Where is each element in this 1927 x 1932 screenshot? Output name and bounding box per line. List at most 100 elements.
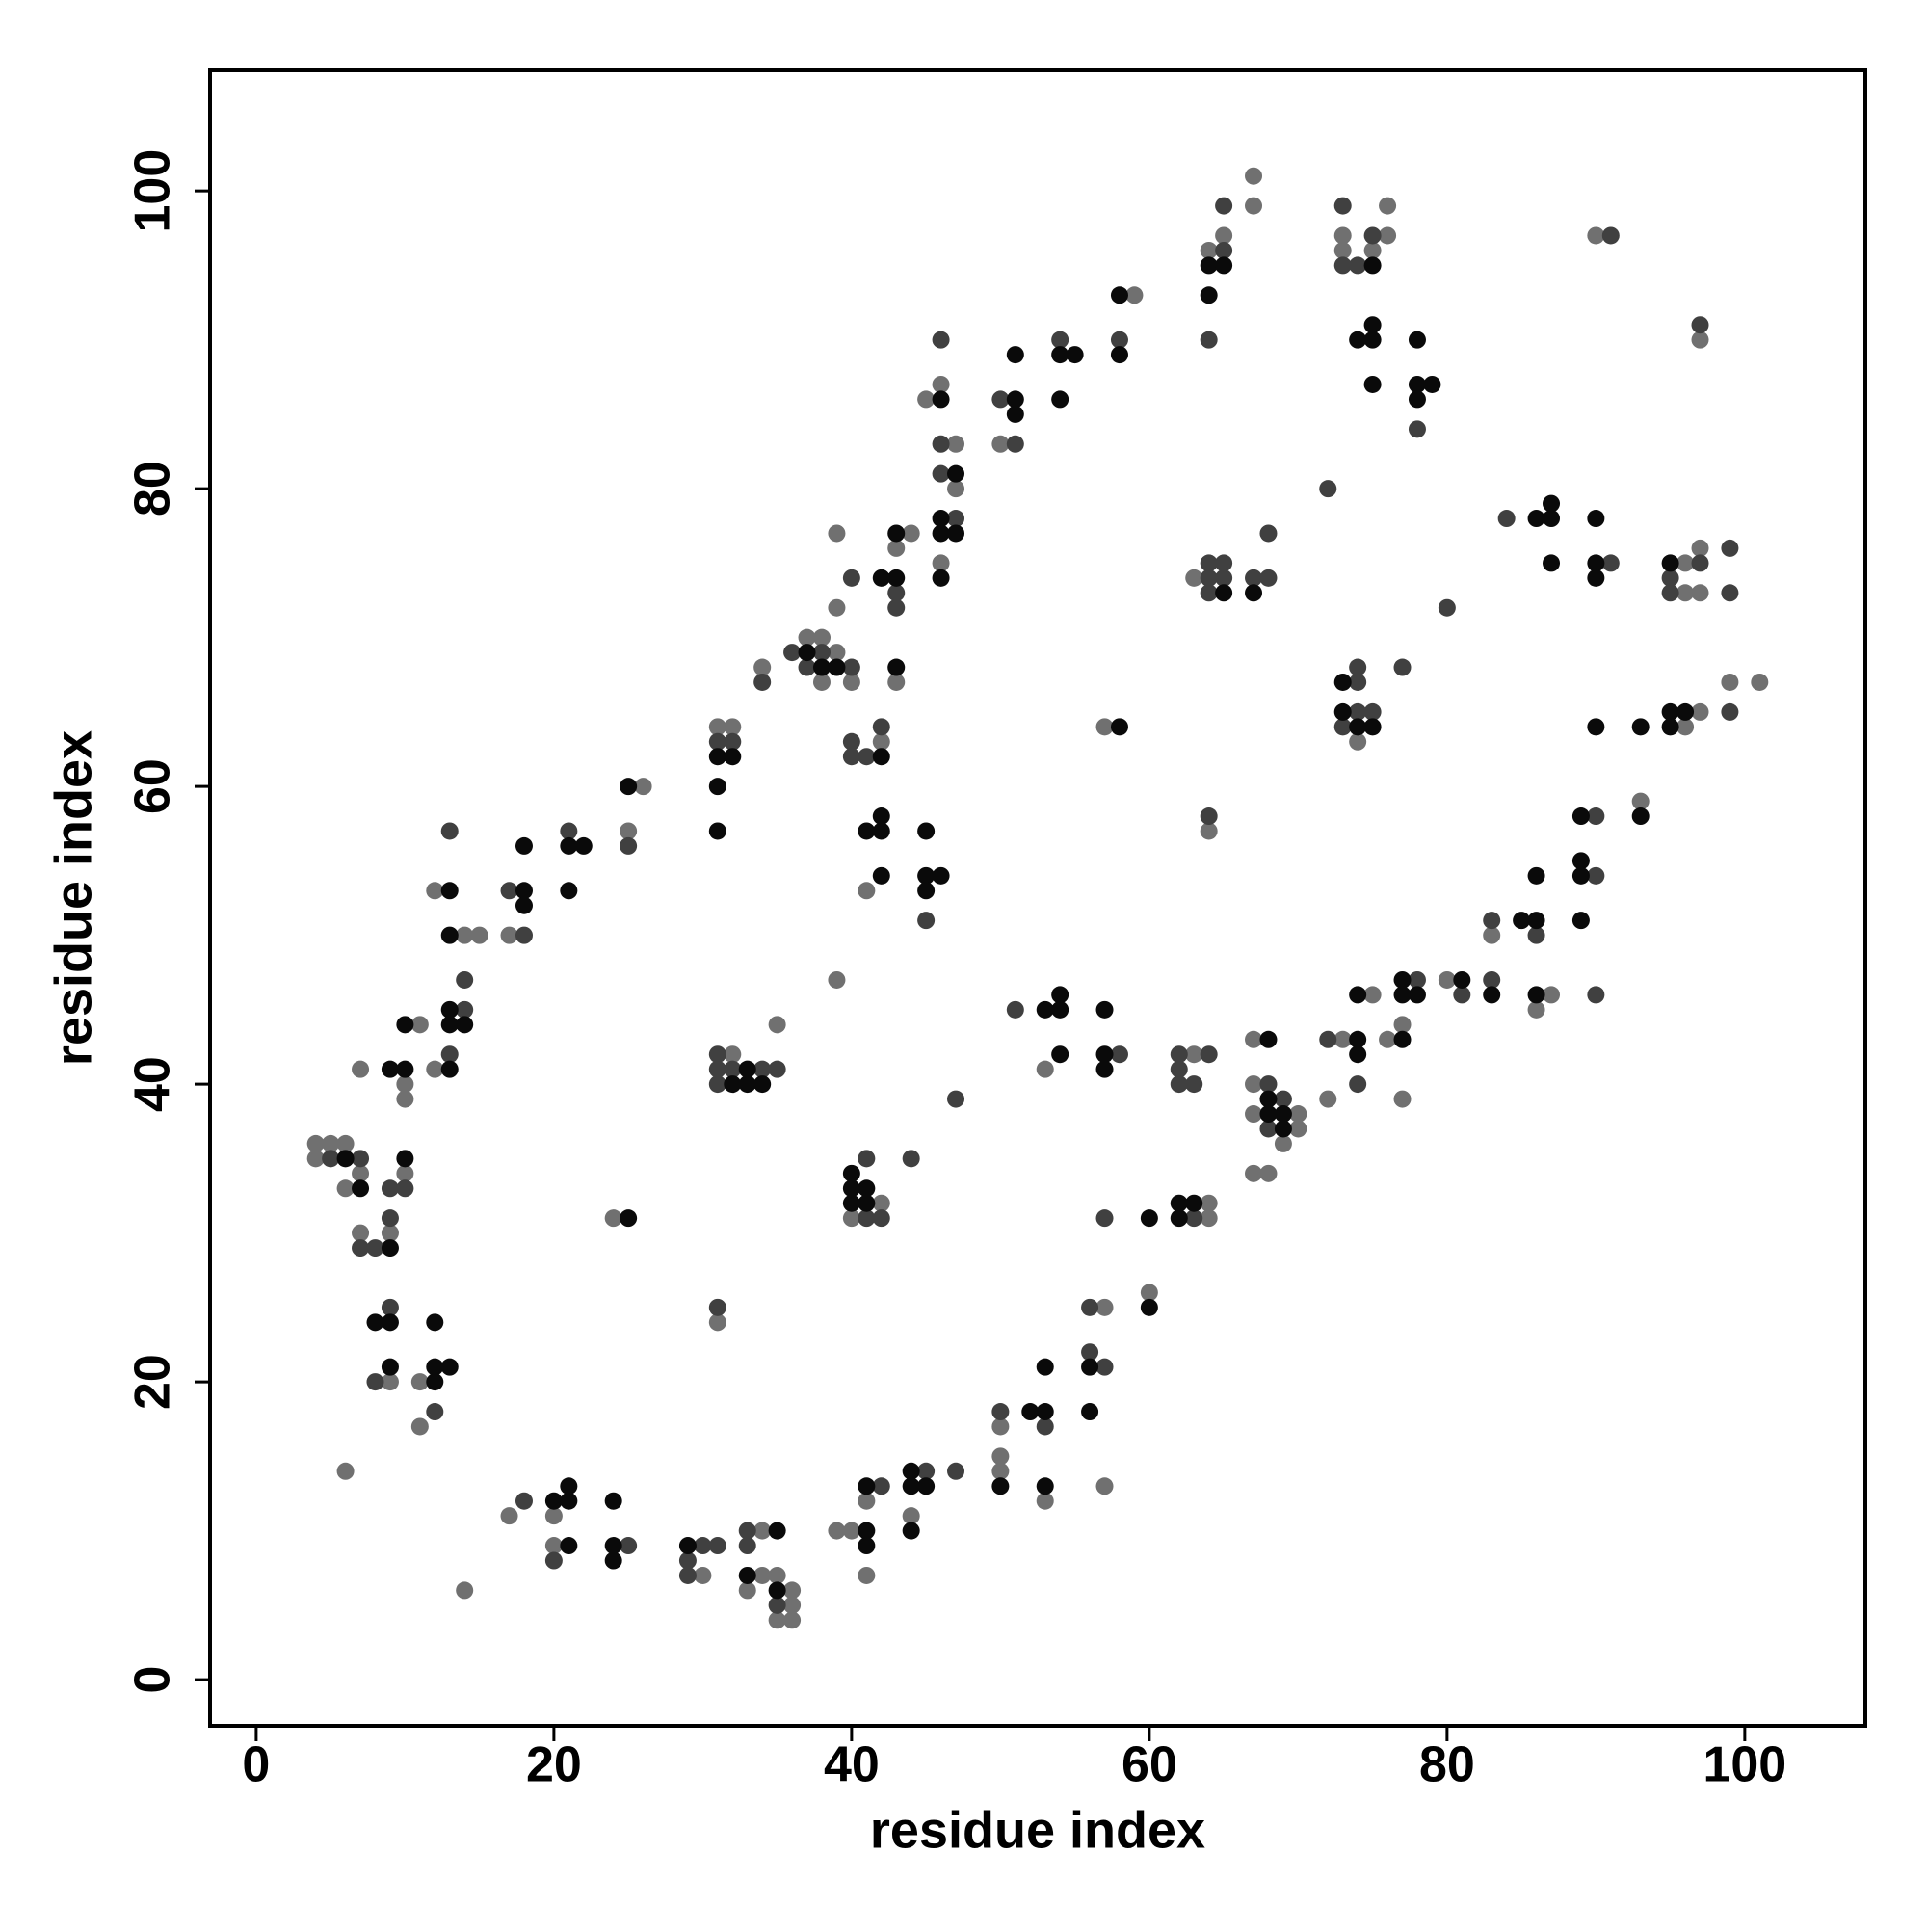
point [560, 822, 578, 840]
point [1333, 1030, 1352, 1048]
x-tick-label: 40 [824, 1737, 880, 1793]
point [322, 1134, 340, 1152]
point [798, 658, 816, 676]
point [396, 1179, 414, 1198]
point [396, 1150, 414, 1168]
point [1587, 554, 1605, 572]
point [1571, 912, 1590, 930]
point [1095, 1209, 1114, 1228]
point [515, 836, 533, 855]
point [1333, 226, 1352, 245]
x-tick-label: 60 [1122, 1737, 1177, 1793]
point [1453, 986, 1471, 1004]
point [724, 748, 742, 766]
point [1349, 673, 1367, 691]
point [1661, 718, 1679, 736]
point [1497, 510, 1516, 528]
point [1259, 524, 1278, 543]
point [410, 1016, 429, 1034]
point [306, 1150, 325, 1168]
point [858, 1194, 876, 1212]
point [902, 1507, 920, 1525]
point [1721, 702, 1739, 721]
x-tick-label: 0 [242, 1737, 270, 1793]
point [620, 1209, 638, 1228]
point [396, 1164, 414, 1182]
point [1036, 1060, 1054, 1078]
point [858, 1209, 876, 1228]
point [1408, 970, 1426, 989]
point [1349, 702, 1367, 721]
point [1036, 1358, 1054, 1376]
point [1170, 1045, 1188, 1064]
point [991, 1477, 1010, 1495]
point [1676, 554, 1695, 572]
point [1051, 331, 1069, 349]
point [1245, 584, 1263, 602]
point [1110, 331, 1128, 349]
point [1245, 167, 1263, 185]
point [887, 539, 906, 557]
point [1587, 718, 1605, 736]
point [842, 658, 860, 676]
point [932, 510, 950, 528]
point [947, 464, 965, 483]
point [366, 1239, 384, 1257]
x-tick-label: 20 [526, 1737, 582, 1793]
point [1140, 1209, 1158, 1228]
point [1513, 912, 1531, 930]
point [1095, 1298, 1114, 1316]
point [783, 644, 802, 662]
point [1051, 346, 1069, 364]
point [1185, 1209, 1203, 1228]
plot-frame [208, 68, 1867, 1728]
point [708, 822, 726, 840]
point [366, 1313, 384, 1332]
point [1483, 970, 1501, 989]
point [694, 1566, 712, 1584]
point [1215, 584, 1233, 602]
point [887, 584, 906, 602]
point [1140, 1284, 1158, 1302]
point [1110, 346, 1128, 364]
point [1333, 718, 1352, 736]
point [812, 673, 831, 691]
point [1571, 807, 1590, 826]
point [1601, 554, 1620, 572]
point [1527, 510, 1545, 528]
point [396, 1060, 414, 1078]
point [515, 1492, 533, 1510]
point [932, 866, 950, 885]
point [887, 569, 906, 587]
point [1200, 1209, 1218, 1228]
point [1185, 569, 1203, 587]
point [456, 1581, 474, 1600]
point [1200, 807, 1218, 826]
point [738, 1537, 756, 1555]
point [917, 912, 936, 930]
point [724, 1075, 742, 1094]
point [932, 464, 950, 483]
point [381, 1179, 399, 1198]
point [768, 1060, 786, 1078]
point [381, 1373, 399, 1391]
point [1274, 1134, 1292, 1152]
y-tick-label: 20 [125, 1354, 181, 1410]
points [306, 167, 1769, 1629]
point [1259, 1164, 1278, 1182]
point [991, 390, 1010, 409]
point [1349, 1030, 1367, 1048]
point [828, 1522, 846, 1540]
point [1095, 1477, 1114, 1495]
point [783, 1611, 802, 1629]
point [1036, 1403, 1054, 1421]
point [1125, 286, 1144, 304]
point [1333, 673, 1352, 691]
point [396, 1090, 414, 1108]
point [1363, 331, 1382, 349]
point [381, 1224, 399, 1242]
point [1751, 673, 1769, 691]
point [1543, 554, 1561, 572]
point [1379, 1030, 1397, 1048]
point [515, 896, 533, 914]
